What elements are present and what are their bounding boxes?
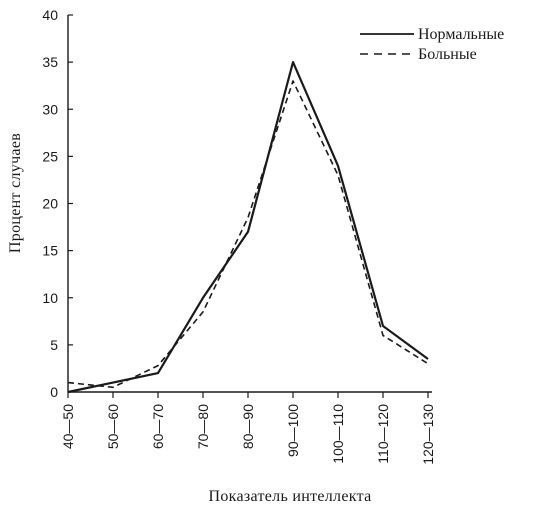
legend-label-1: Нормальные <box>418 26 504 43</box>
x-tick-label: 120—130 <box>420 404 436 465</box>
y-tick-label: 20 <box>42 196 58 212</box>
series-line-2 <box>67 80 429 389</box>
x-tick-label: 40—50 <box>60 404 76 449</box>
y-tick-label: 40 <box>42 7 58 23</box>
legend: Нормальные Больные <box>360 26 504 63</box>
series-layer <box>67 60 429 394</box>
y-tick-label: 5 <box>50 337 58 353</box>
legend-label-2: Больные <box>418 46 477 63</box>
y-tick-label: 30 <box>42 101 58 117</box>
y-axis: 0 5 10 15 20 25 30 35 40 <box>42 7 73 400</box>
x-tick-label: 90—100 <box>285 404 301 457</box>
x-tick-label: 110—120 <box>375 404 391 464</box>
y-tick-label: 25 <box>42 148 58 164</box>
x-tick-label: 50—60 <box>105 404 121 449</box>
x-tick-label: 70—80 <box>195 404 211 449</box>
y-tick-label: 0 <box>50 384 58 400</box>
series-line-1 <box>67 60 429 394</box>
x-tick-label: 80—90 <box>240 404 256 449</box>
x-tick-label: 60—70 <box>150 404 166 449</box>
x-axis: 40—50 50—60 60—70 70—80 80—90 90—100 100—110 11… <box>60 391 436 465</box>
x-axis-title: Показатель интеллекта <box>208 488 371 505</box>
y-tick-label: 10 <box>42 290 58 306</box>
y-tick-label: 35 <box>42 54 58 70</box>
y-axis-title: Процент случаев <box>7 133 24 253</box>
y-tick-label: 15 <box>42 243 58 259</box>
x-tick-label: 100—110 <box>330 404 346 464</box>
